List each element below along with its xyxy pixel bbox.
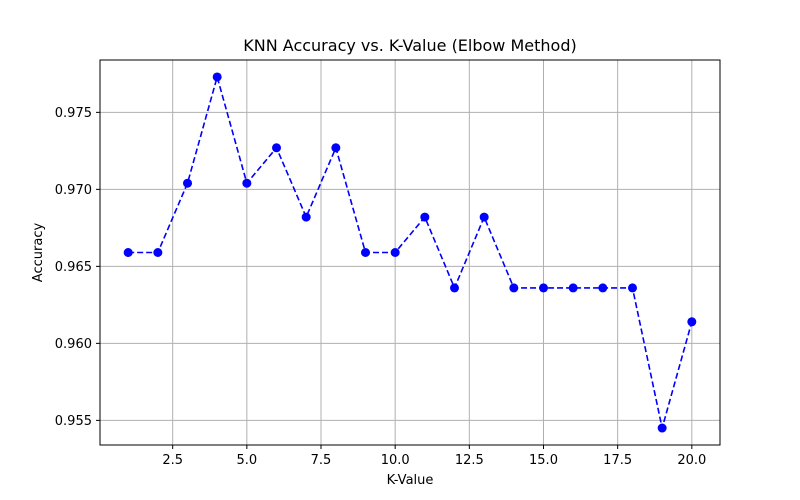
y-tick-label: 0.970 <box>55 183 92 198</box>
x-tick-label: 7.5 <box>311 453 332 468</box>
data-point <box>361 248 371 257</box>
data-point <box>568 283 578 293</box>
data-point <box>627 283 637 293</box>
data-point <box>420 212 430 222</box>
x-tick-label: 2.5 <box>162 453 183 468</box>
y-tick-label: 0.955 <box>55 414 92 429</box>
data-point <box>687 317 697 327</box>
data-point <box>183 178 193 188</box>
x-tick-label: 5.0 <box>236 453 257 468</box>
data-point <box>123 248 133 257</box>
data-point <box>212 72 222 82</box>
data-point <box>538 283 548 293</box>
series-line <box>128 73 693 429</box>
data-point <box>301 212 311 222</box>
y-tick-label: 0.975 <box>55 106 92 121</box>
y-tick-label: 0.960 <box>55 337 92 352</box>
x-tick-label: 15.0 <box>529 453 558 468</box>
x-tick-label: 17.5 <box>603 453 632 468</box>
grid-lines <box>100 60 720 445</box>
plot-frame <box>99 59 721 446</box>
data-point <box>390 248 400 257</box>
x-tick-label: 12.5 <box>455 453 484 468</box>
x-tick-label: 10.0 <box>381 453 410 468</box>
data-point <box>598 283 608 293</box>
data-point <box>242 178 252 188</box>
y-axis-label: Accuracy <box>31 223 46 283</box>
data-point <box>449 283 459 293</box>
data-point <box>479 212 489 222</box>
data-point <box>509 283 519 293</box>
data-point <box>657 423 667 433</box>
axis-ticks: 2.5 5.0 7.5 10.0 12.5 15.0 17.5 20.0 0.955 0.960 0… <box>55 106 707 468</box>
data-series <box>123 72 697 433</box>
data-point <box>331 143 341 153</box>
x-axis-label: K-Value <box>387 473 434 488</box>
y-tick-label: 0.965 <box>55 260 92 275</box>
chart-title: KNN Accuracy vs. K-Value (Elbow Method) <box>243 36 576 55</box>
data-point <box>272 143 282 153</box>
x-tick-label: 20.0 <box>677 453 706 468</box>
data-point <box>153 248 163 257</box>
